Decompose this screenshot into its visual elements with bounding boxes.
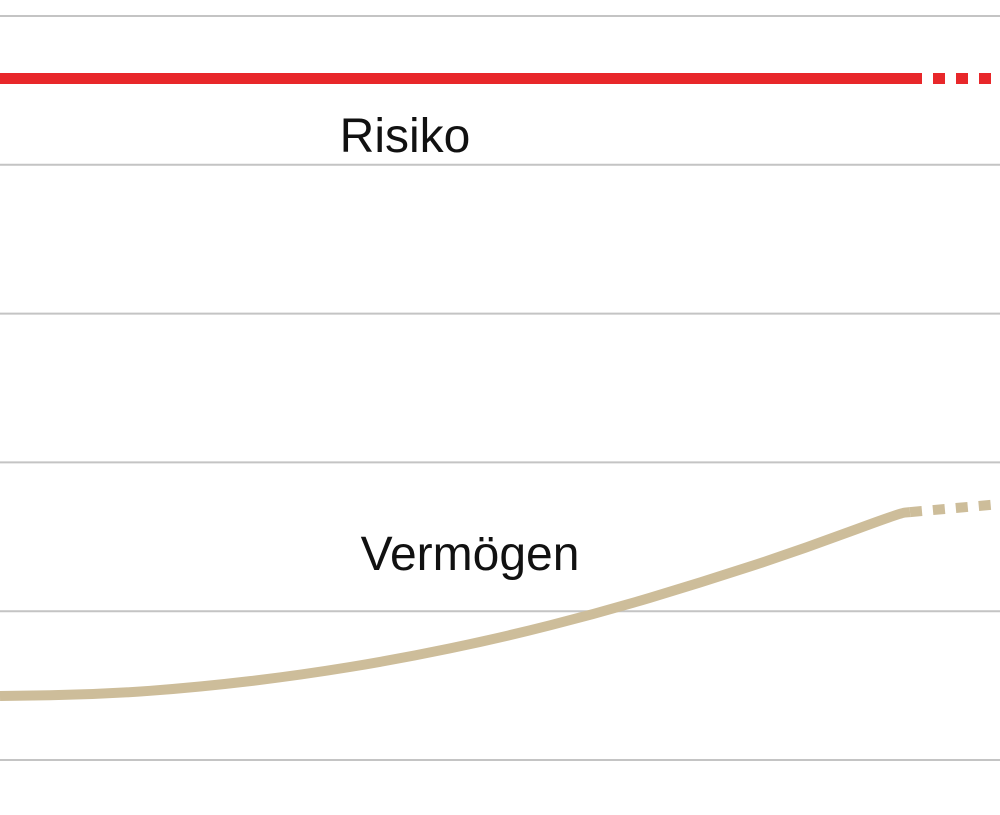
series-label-risiko: Risiko: [340, 110, 471, 163]
series-projection-vermoegen: [909, 499, 1000, 518]
series-lines: [0, 72, 1000, 702]
series-line-vermoegen: [0, 507, 913, 702]
gridlines: [0, 15, 1000, 761]
series-label-vermoegen: Vermögen: [361, 528, 580, 581]
